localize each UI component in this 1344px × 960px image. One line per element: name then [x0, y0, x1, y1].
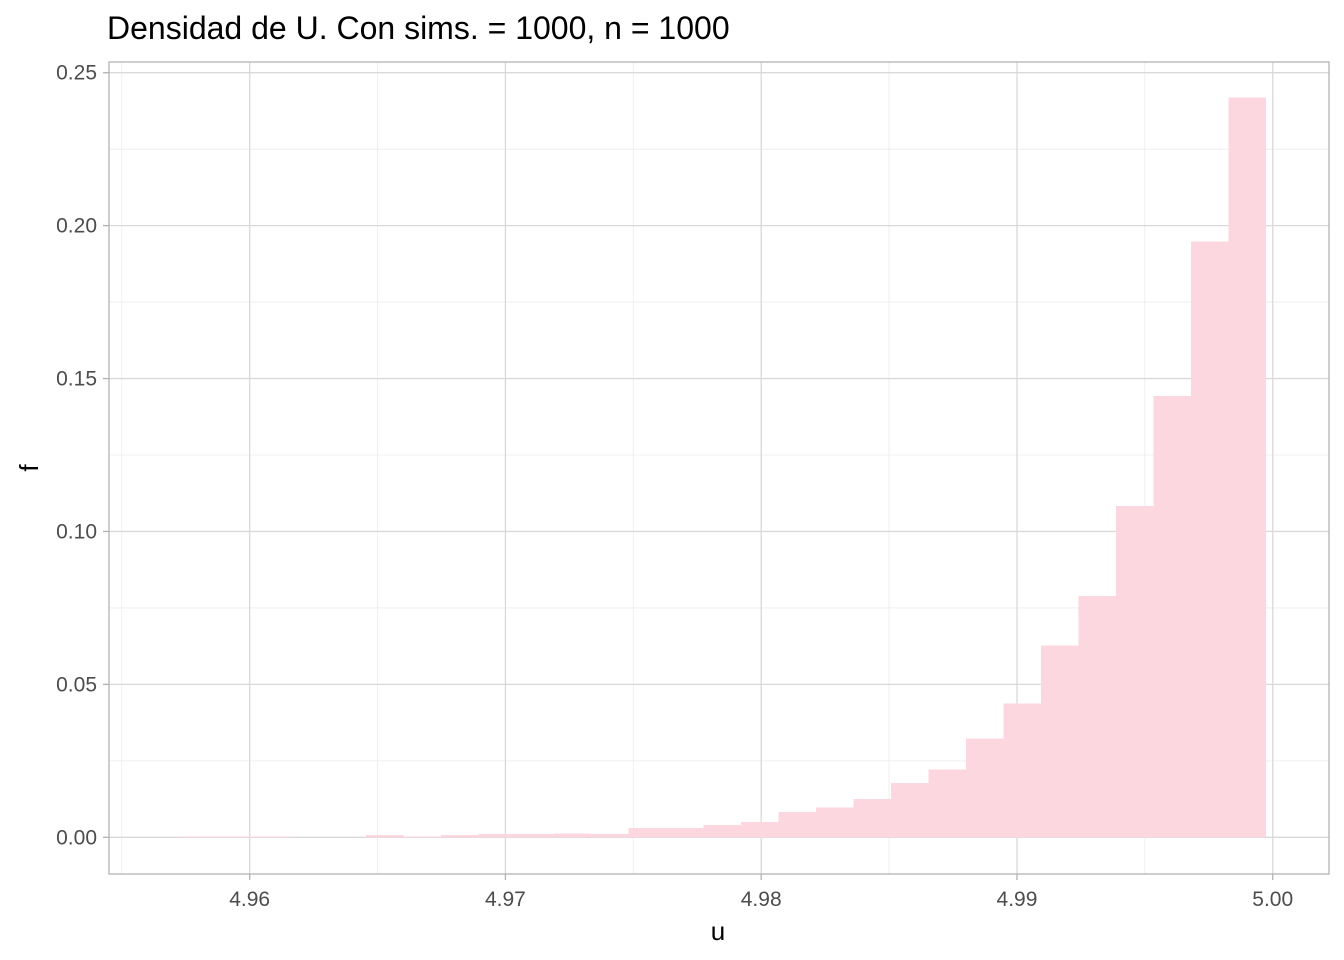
x-tick-label: 4.97: [485, 888, 526, 911]
histogram-bar-11: [515, 834, 554, 838]
minor-gridlines: [109, 62, 1329, 874]
histogram-bar-19: [815, 807, 854, 838]
y-axis-title: f: [14, 464, 44, 472]
histogram-bar-10: [478, 834, 516, 838]
y-tick-label: 0.00: [56, 826, 97, 849]
histogram-bar-25: [1041, 645, 1079, 838]
y-tick-label: 0.20: [56, 215, 97, 238]
histogram-bar-26: [1078, 595, 1116, 838]
histogram-bar-17: [740, 822, 779, 838]
histogram-bar-20: [853, 799, 891, 838]
histogram-bar-22: [928, 769, 967, 838]
histogram-bar-29: [1190, 241, 1229, 838]
chart-title: Densidad de U. Con sims. = 1000, n = 100…: [107, 10, 730, 46]
x-axis-ticks: 4.96 4.97 4.98 4.99 5.00: [229, 874, 1293, 911]
x-axis-title: u: [711, 916, 725, 946]
histogram-bar-27: [1115, 505, 1154, 838]
histogram-bar-14: [628, 828, 667, 838]
y-axis-ticks: 0.00 0.05 0.10 0.15 0.20 0.25: [56, 62, 109, 849]
histogram-bar-9: [440, 835, 479, 838]
histogram-bar-23: [966, 738, 1004, 838]
histogram-bar-3: [215, 836, 254, 838]
x-tick-label: 4.99: [997, 888, 1038, 911]
histogram-bar-4: [253, 836, 291, 838]
histogram-bar-2: [178, 836, 216, 838]
histogram-bar-21: [890, 782, 929, 838]
x-tick-label: 4.98: [741, 888, 782, 911]
histogram-bar-18: [778, 812, 816, 838]
y-tick-label: 0.25: [56, 62, 97, 85]
histogram-bar-13: [590, 834, 629, 838]
x-tick-label: 4.96: [229, 888, 270, 911]
plot-panel-border: [108, 61, 1330, 875]
y-tick-label: 0.15: [56, 368, 97, 391]
histogram-bars: [178, 97, 1267, 838]
y-tick-label: 0.05: [56, 673, 97, 696]
histogram-bar-16: [703, 825, 741, 838]
histogram-bar-28: [1153, 395, 1191, 838]
histogram-bar-30: [1228, 97, 1267, 838]
histogram-bar-7: [366, 835, 404, 838]
histogram-bar-15: [666, 828, 704, 838]
histogram-bar-12: [553, 833, 591, 838]
x-tick-label: 5.00: [1252, 888, 1293, 911]
histogram-bar-24: [1003, 703, 1042, 838]
histogram-bar-8: [403, 836, 441, 838]
y-tick-label: 0.10: [56, 520, 97, 543]
